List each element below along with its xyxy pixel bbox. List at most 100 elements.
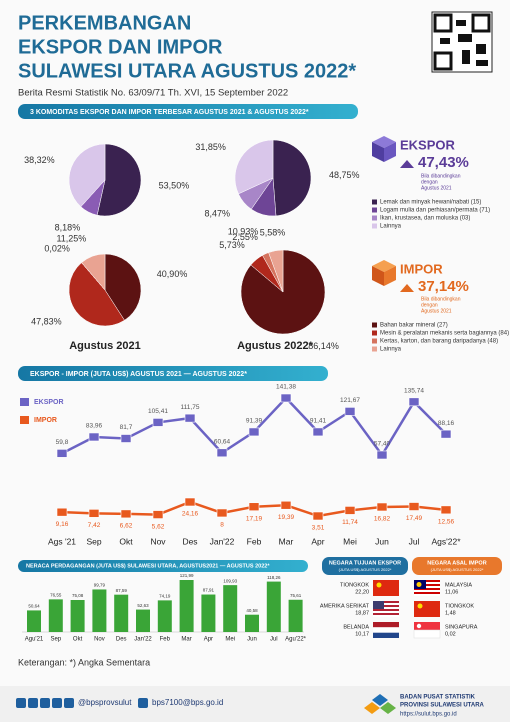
legend-label: Lainnya — [380, 224, 402, 230]
country-value: 0,02 — [445, 631, 456, 637]
bar — [179, 580, 194, 632]
legend-label: EKSPOR — [34, 399, 64, 406]
legend-label: Kertas, karton, dan barang daripadanya (… — [380, 339, 498, 345]
legend-label: Logam mulia dan perhiasan/permata (71) — [380, 208, 490, 214]
point-marker — [56, 507, 68, 517]
bar-label: 75,08 — [72, 593, 84, 598]
pie-slice — [268, 249, 284, 293]
point-label: 91,39 — [246, 418, 263, 425]
x-tick-label: Sep — [50, 637, 61, 643]
point-label: 17,19 — [246, 515, 263, 522]
pie-label: 47,83% — [31, 317, 62, 327]
pie-label: 8,18% — [55, 222, 81, 232]
legend-label: Lainnya — [380, 347, 402, 353]
point-label: 7,42 — [88, 522, 101, 529]
x-tick-label: Des — [116, 637, 127, 643]
point-label: 91,41 — [310, 418, 327, 425]
country-name: AMERIKA SERIKAT — [320, 603, 370, 609]
x-tick-label: Feb — [247, 536, 262, 546]
bar-label: 87,59 — [116, 588, 128, 593]
x-tick-label: Mei — [343, 536, 357, 546]
point-label: 81,7 — [120, 424, 133, 431]
title-line: PERKEMBANGAN — [18, 12, 191, 34]
point-marker — [120, 434, 132, 443]
x-tick-label: Des — [182, 536, 197, 546]
point-label: 12,56 — [438, 519, 455, 526]
impor-title: IMPOR — [400, 261, 443, 276]
point-marker — [280, 500, 292, 510]
footer — [0, 686, 510, 722]
bar — [136, 609, 150, 632]
x-tick-label: Jul — [270, 637, 278, 643]
point-marker — [440, 505, 452, 515]
legend-label: Mesin & peralatan mekanis serta bagianny… — [380, 331, 509, 337]
panel-title: NEGARA ASAL IMPOR — [427, 560, 486, 566]
point-label: 135,74 — [404, 388, 424, 395]
up-arrow — [400, 160, 414, 168]
x-tick-label: Ags'22* — [431, 536, 461, 546]
bar-label: 52,63 — [137, 603, 149, 608]
bar-label: 40,58 — [246, 608, 258, 613]
point-marker — [216, 448, 228, 458]
note: Agustus 2021 — [421, 308, 452, 314]
country-name: BELANDA — [343, 624, 369, 630]
point-marker — [248, 502, 260, 512]
section-title: 3 KOMODITAS EKSPOR DAN IMPOR TERBESAR AG… — [30, 109, 309, 116]
ekspor-icon — [372, 136, 396, 162]
point-marker — [152, 510, 164, 519]
legend-label: Ikan, krustasea, dan moluska (03) — [380, 216, 470, 222]
point-marker — [408, 502, 420, 511]
bar-label: 74,19 — [159, 594, 171, 599]
bar-label: 99,79 — [94, 583, 106, 588]
pie-slice — [68, 143, 106, 208]
note: dengan — [421, 302, 438, 308]
ekspor-title: EKSPOR — [400, 137, 456, 152]
pie-label: 0,02% — [44, 243, 70, 253]
point-label: 88,16 — [438, 420, 455, 427]
legend-label: Lemak dan minyak hewani/nabati (15) — [380, 200, 481, 206]
point-label: 17,49 — [406, 515, 423, 522]
country-name: MALAYSIA — [445, 582, 472, 588]
pie-label: 5,73% — [219, 240, 245, 250]
point-marker — [88, 432, 100, 442]
bar-label: 118,26 — [267, 575, 281, 580]
point-label: 59,8 — [56, 439, 69, 446]
legend-label: IMPOR — [34, 417, 57, 424]
qr-code — [431, 11, 493, 73]
panel-title: NEGARA TUJUAN EKSPOR — [329, 560, 401, 566]
bar — [48, 599, 63, 632]
panel-subtitle: (JUTA US$) AGUSTUS 2022* — [339, 567, 392, 572]
point-marker — [344, 506, 356, 515]
up-arrow — [400, 284, 414, 292]
point-label: 57,40 — [374, 441, 391, 448]
note: dengan — [421, 179, 438, 185]
section-banner — [18, 366, 328, 381]
country-value: 10,17 — [355, 631, 369, 637]
point-label: 16,82 — [374, 516, 391, 523]
legend-label: Bahan bakar mineral (27) — [380, 323, 448, 329]
legend-swatch — [372, 215, 377, 221]
x-tick-label: Jan'22 — [210, 536, 235, 546]
country-name: SINGAPURA — [445, 624, 478, 630]
bar — [245, 614, 259, 632]
bar — [70, 599, 85, 632]
point-label: 60,64 — [214, 439, 231, 446]
point-label: 24,16 — [182, 511, 199, 518]
pie-label: 48,75% — [329, 170, 360, 180]
pie-label: 40,90% — [157, 269, 188, 279]
x-tick-label: Jun — [375, 536, 389, 546]
note: Bila dibandingkan — [421, 296, 461, 302]
bar — [157, 600, 172, 632]
country-value: 11,06 — [445, 589, 458, 595]
line-chart-title: EKSPOR - IMPOR (JUTA US$) AGUSTUS 2021 —… — [30, 371, 247, 378]
x-tick-label: Okt — [119, 536, 133, 546]
pie-label: 11,25% — [56, 234, 86, 244]
bar-label: 75,61 — [290, 593, 302, 598]
point-label: 8 — [220, 522, 224, 529]
bar-label: 121,99 — [180, 573, 194, 578]
pill — [322, 557, 408, 575]
legend-swatch — [372, 346, 377, 352]
legend-swatch — [372, 330, 377, 336]
pie-label: 10,93% — [228, 226, 259, 236]
